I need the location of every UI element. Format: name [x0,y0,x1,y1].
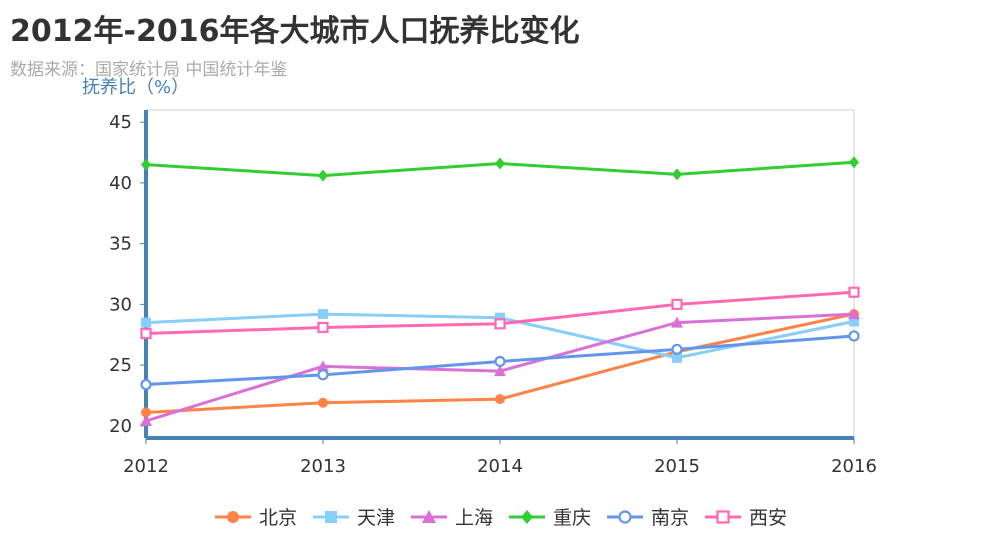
x-tick-label: 2016 [831,456,877,477]
legend-item[interactable]: 北京 [213,503,297,530]
data-point[interactable] [317,360,329,372]
legend-symbol [607,509,644,524]
legend-symbol [312,510,349,523]
legend-marker [521,509,533,524]
legend-symbol [410,509,447,523]
x-tick-label: 2012 [123,456,169,477]
x-tick-label: 2013 [300,456,346,477]
data-point[interactable] [494,355,506,368]
y-tick-label: 25 [109,355,132,376]
series-4 [141,156,859,182]
series-6 [140,286,860,340]
chart-title: 2012年-2016年各大城市人口抚养比变化 [10,14,580,49]
data-point[interactable] [140,414,152,426]
legend-item[interactable]: 南京 [605,503,689,530]
data-point[interactable] [848,286,860,298]
legend-marker [716,509,730,524]
data-point[interactable] [848,308,860,320]
tick-labels: 20 25 30 35 40 45 2012 2013 2014 2015 2016 [109,112,877,477]
data-point[interactable] [671,343,683,355]
legend-item[interactable]: 西安 [703,503,787,530]
data-point[interactable] [849,156,859,169]
data-point[interactable] [318,169,328,182]
series-3 [140,308,860,426]
data-point[interactable] [317,321,329,334]
data-point[interactable] [671,298,683,310]
data-point[interactable] [141,317,151,328]
series-lines [140,156,860,426]
x-tick-label: 2014 [477,456,523,477]
data-point[interactable] [318,309,328,320]
y-tick-label: 30 [109,294,132,315]
data-point[interactable] [140,327,152,340]
x-tick-label: 2015 [654,456,700,477]
data-point[interactable] [494,365,506,377]
data-point[interactable] [318,397,328,408]
data-point[interactable] [672,352,682,363]
data-point[interactable] [671,316,683,328]
data-point[interactable] [141,407,151,418]
legend-label: 南京 [651,507,690,529]
legend-symbol [214,510,251,523]
data-point[interactable] [495,157,505,170]
legend-label: 西安 [749,507,788,529]
legend-symbol [509,509,545,524]
y-tick-label: 35 [109,234,132,255]
data-point[interactable] [141,158,151,171]
data-point[interactable] [140,378,152,391]
data-point[interactable] [494,318,506,330]
legend-marker [226,510,239,523]
series-5 [140,330,860,391]
data-point[interactable] [672,168,682,181]
data-point[interactable] [317,369,329,381]
data-point[interactable] [848,330,860,342]
y-axis-label: 抚养比（%） [82,77,189,98]
legend: 北京 天津 上海 重庆 南京 西安 [0,503,1000,530]
data-point[interactable] [495,394,505,405]
data-point[interactable] [849,316,859,327]
y-tick-label: 45 [109,112,132,133]
legend-label: 上海 [454,507,493,529]
legend-marker [421,509,436,523]
legend-item[interactable]: 天津 [311,503,395,530]
legend-item[interactable]: 上海 [409,503,493,530]
legend-item[interactable]: 重庆 [507,503,591,530]
legend-label: 北京 [258,507,297,529]
legend-label: 重庆 [553,507,592,529]
legend-label: 天津 [356,507,395,529]
data-point[interactable] [495,312,505,323]
legend-marker [618,509,632,524]
legend-marker [324,510,337,523]
chart-subtitle: 数据来源：国家统计局 中国统计年鉴 [10,60,288,80]
y-tick-label: 40 [109,173,132,194]
y-tick-label: 20 [109,416,132,437]
legend-symbol [705,509,742,524]
